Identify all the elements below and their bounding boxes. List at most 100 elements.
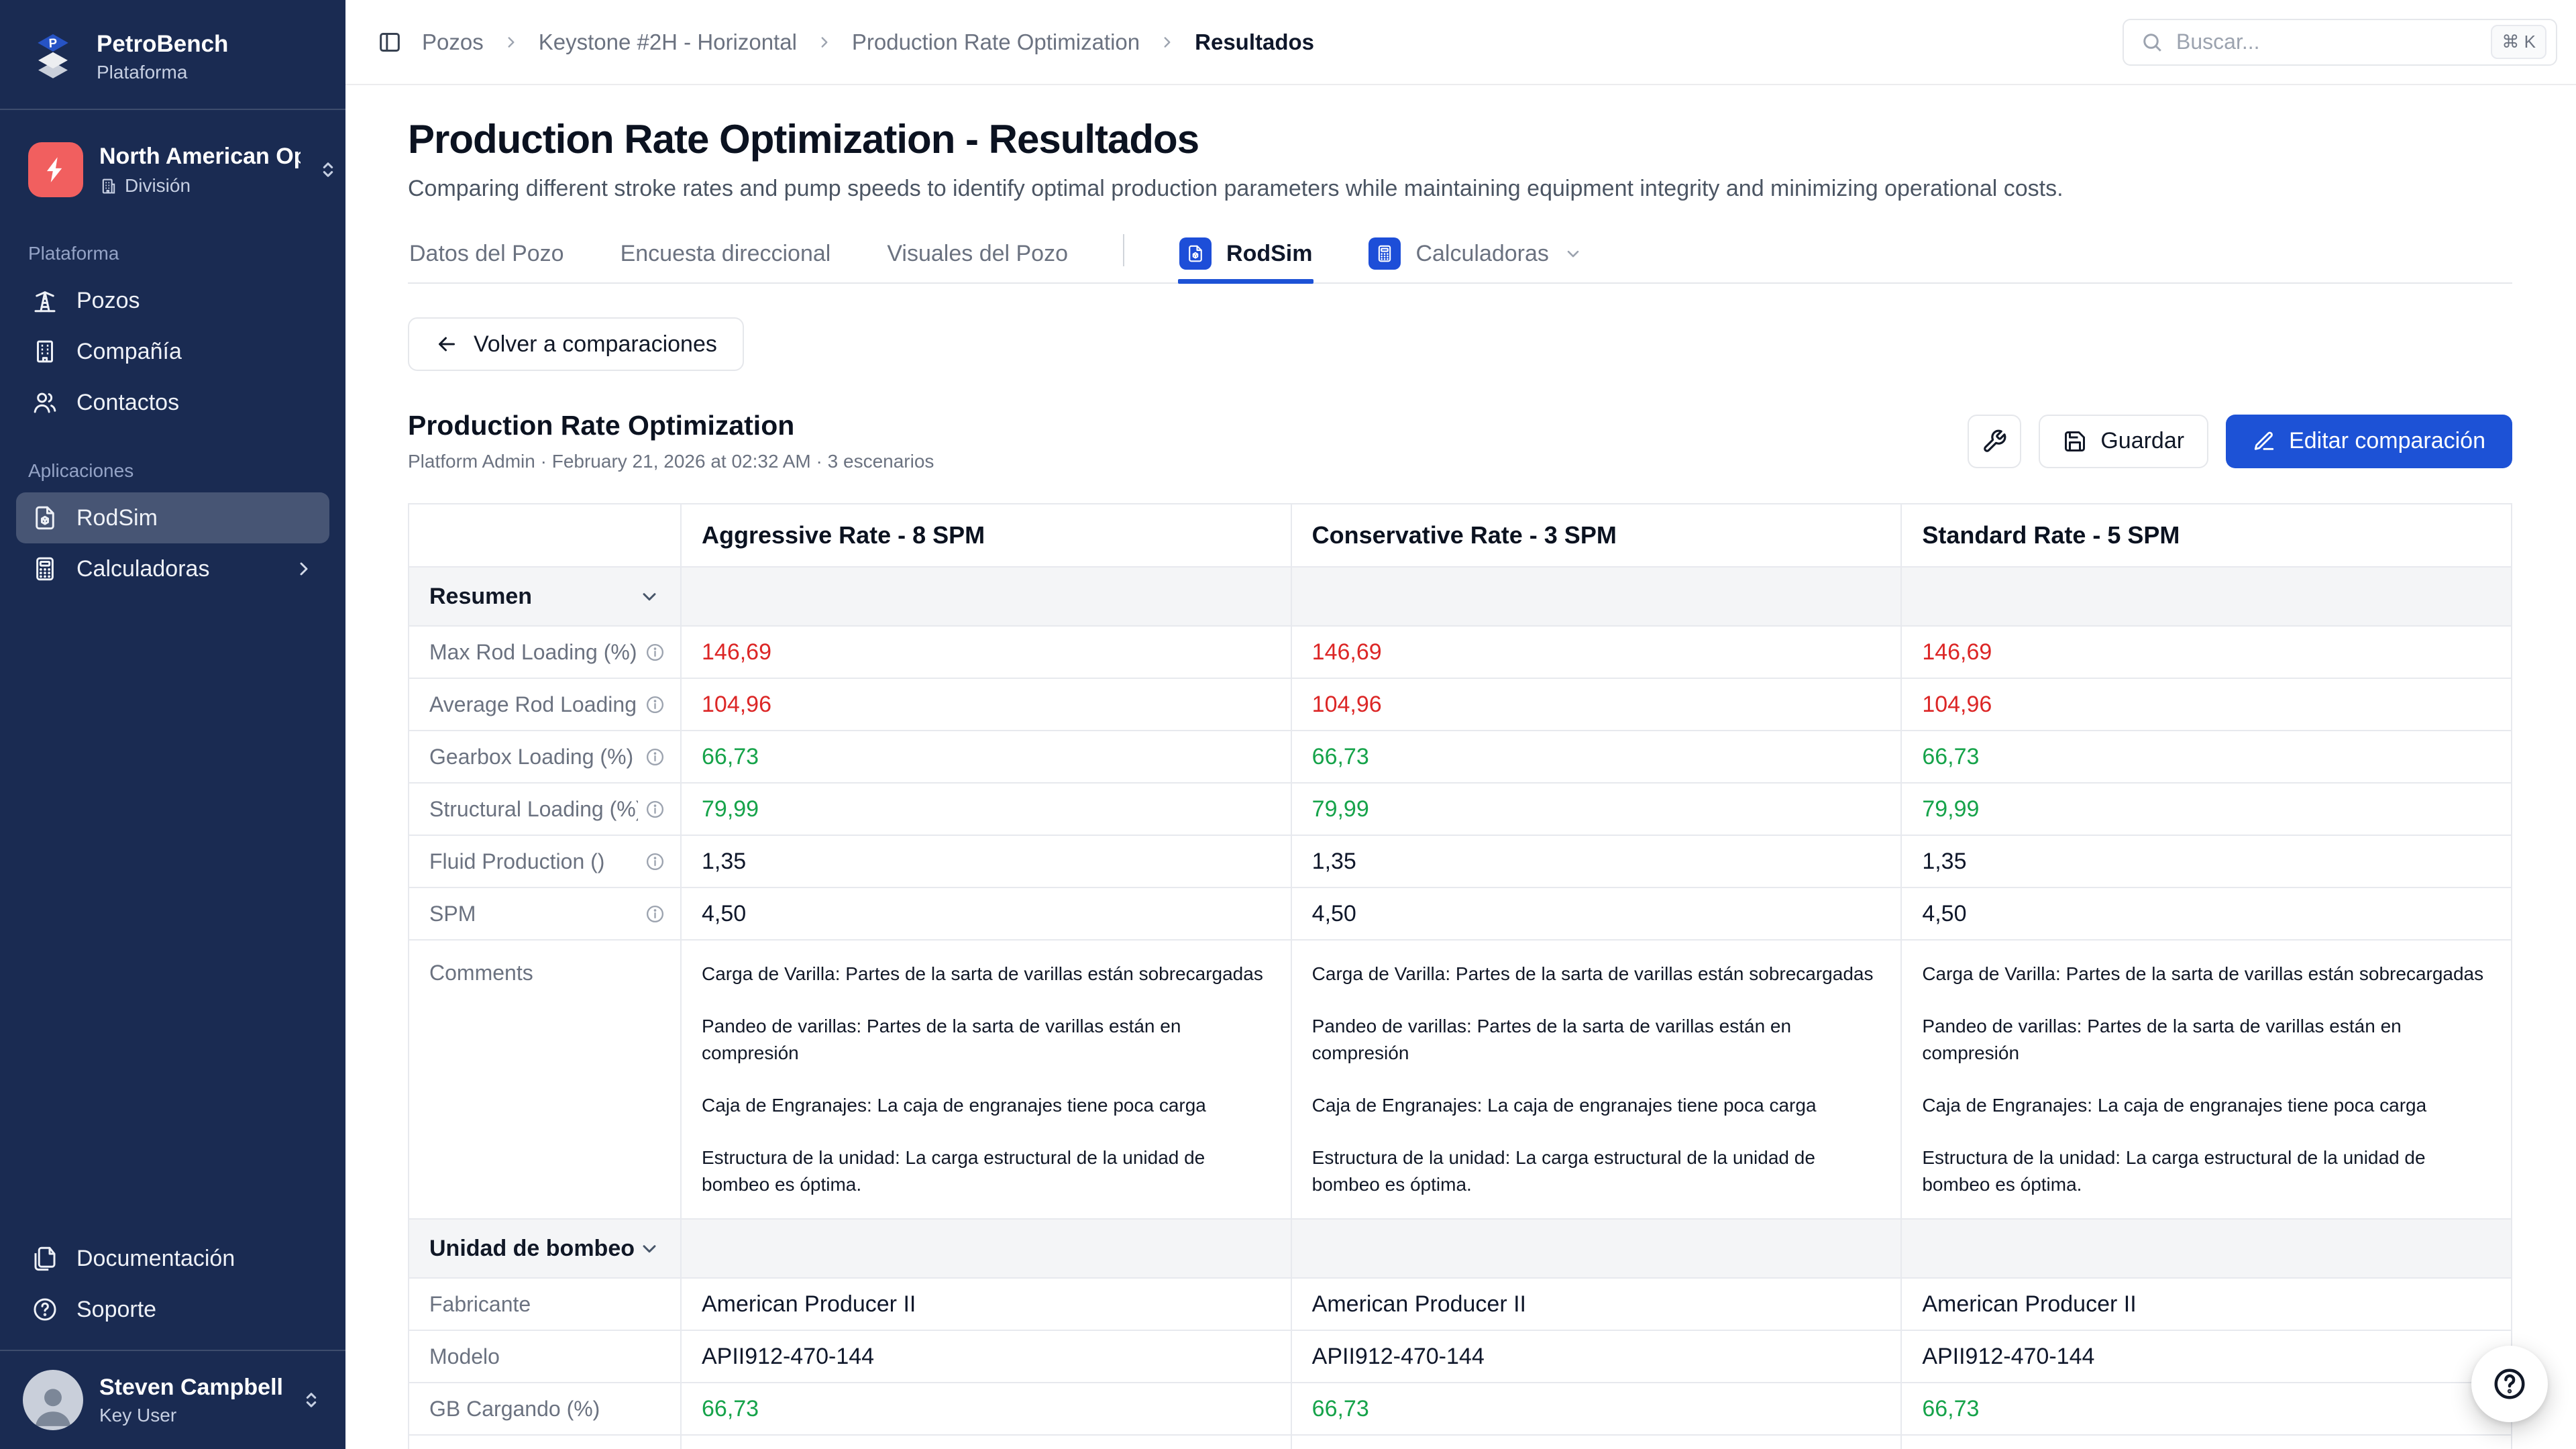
org-bolt-icon [28,142,83,197]
user-menu[interactable]: Steven Campbell Key User [0,1351,345,1449]
tab-rodsim[interactable]: RodSim [1178,225,1314,284]
chevron-down-icon [639,1238,660,1259]
sidebar-section-label: Plataforma [28,243,119,264]
value-cell: American Producer II [1290,1277,1902,1331]
sidebar-item-contactos[interactable]: Contactos [16,377,329,428]
info-icon[interactable] [645,799,665,820]
table-header-row: Aggressive Rate - 8 SPM Conservative Rate… [408,503,2512,568]
sidebar-item-pozos[interactable]: Pozos [16,275,329,326]
table-row: Fabricante American Producer II American P… [408,1277,2512,1331]
metric-label-cell: Structural Loading (%) [408,782,682,836]
sidebar-item-rodsim[interactable]: RodSim [16,492,329,543]
value-cell: 1,35 [1900,835,2512,888]
value-cell: 66,73 [680,730,1292,784]
value-cell: 66,73 [1290,730,1902,784]
metric-label-cell: Max Rod Loading (%) [408,625,682,679]
user-name: Steven Campbell [99,1374,283,1400]
value-cell: 104,96 [1290,678,1902,731]
breadcrumb-item[interactable]: Keystone #2H - Horizontal [538,29,797,54]
value-cell: 146,69 [680,625,1292,679]
help-icon [2494,1368,2525,1399]
svg-text:P: P [48,36,58,50]
info-icon[interactable] [645,694,665,715]
info-icon[interactable] [645,851,665,872]
section-spacer-cell [680,1218,1292,1279]
table-row: Fluid Production () 1,35 1,35 1,35 [408,835,2512,888]
sidebar-item-documentaci-n[interactable]: Documentación [16,1233,329,1284]
comparison-table: Aggressive Rate - 8 SPM Conservative Rate… [408,503,2512,1449]
info-icon[interactable] [645,747,665,767]
search-shortcut-badge: ⌘ K [2491,25,2546,59]
value-cell: American Producer II [1900,1277,2512,1331]
sidebar-item-compa-a[interactable]: Compañía [16,326,329,377]
breadcrumb-item[interactable]: Production Rate Optimization [851,29,1140,54]
rodsim-icon [31,504,59,532]
info-icon[interactable] [645,642,665,663]
wrench-icon [1984,429,2006,452]
breadcrumb-item[interactable]: Pozos [422,29,484,54]
sidebar-item-soporte[interactable]: Soporte [16,1284,329,1335]
corner-cell [408,503,682,568]
tab-bar: Datos del Pozo Encuesta direccional Visual… [408,225,2512,284]
table-row: GB Cargando (%) 66,73 66,73 66,73 [408,1382,2512,1436]
tab-calculadoras[interactable]: Calculadoras [1367,225,1583,282]
section-row: Resumen [408,566,2512,627]
value-cell: APII912-470-144 [680,1330,1292,1383]
sidebar-footer: Documentación Soporte Steven Campbell Key… [0,1233,345,1449]
tab-visuales-del-pozo[interactable]: Visuales del Pozo [885,225,1069,282]
table-row: Gearbox Loading (%) 66,73 66,73 66,73 [408,730,2512,784]
org-selector[interactable]: North American Operations División [16,133,333,207]
section-header-cell[interactable]: Unidad de bombeo [408,1218,682,1279]
table-row: SPM 4,50 4,50 4,50 [408,887,2512,941]
avatar [23,1370,83,1430]
brand-name: PetroBench [97,31,229,57]
chevron-right-icon [816,34,833,51]
chevron-right-icon [293,558,315,580]
content: Production Rate Optimization - Resultado… [345,85,2576,1449]
value-cell: 79,99 [1900,1434,2512,1449]
back-to-comparisons-button[interactable]: Volver a comparaciones [408,317,744,371]
search-input[interactable]: ⌘ K [2123,18,2557,66]
edit-comparison-button[interactable]: Editar comparación [2226,414,2512,468]
section-row: Unidad de bombeo [408,1218,2512,1279]
tab-datos-del-pozo[interactable]: Datos del Pozo [408,225,566,282]
pencil-icon [2254,431,2274,450]
save-button[interactable]: Guardar [2039,414,2209,468]
tools-button[interactable] [1968,414,2022,468]
org-type: División [125,174,191,196]
chevron-down-icon [1564,244,1582,263]
main-area: Pozos Keystone #2H - Horizontal Production… [345,0,2576,1449]
value-cell: 4,50 [680,887,1292,941]
search-icon [2143,33,2161,52]
value-cell: 79,99 [680,782,1292,836]
info-icon[interactable] [645,904,665,924]
value-cell: 1,35 [1290,835,1902,888]
scenario-column-header: Conservative Rate - 3 SPM [1290,503,1902,568]
table-row: Modelo APII912-470-144 APII912-470-144 APII… [408,1330,2512,1383]
breadcrumb: Pozos Keystone #2H - Horizontal Production… [376,29,1314,56]
value-cell: 104,96 [1900,678,2512,731]
sidebar-footer-divider [0,1350,345,1351]
docs-icon [31,1244,59,1273]
scenario-column-header: Standard Rate - 5 SPM [1900,503,2512,568]
comments-cell: Carga de Varilla: Partes de la sarta de … [1900,939,2512,1220]
help-floating-button[interactable] [2471,1346,2548,1422]
section-header-cell[interactable]: Resumen [408,566,682,627]
value-cell: APII912-470-144 [1900,1330,2512,1383]
table-row: Max Rod Loading (%) 146,69 146,69 146,69 [408,625,2512,679]
sidebar-toggle-icon[interactable] [376,29,403,56]
table-row: Structural Loading (%) 79,99 79,99 79,99 [408,782,2512,836]
metric-label-cell: Carga estructural (%) [408,1434,682,1449]
section-spacer-cell [1290,1218,1902,1279]
breadcrumb-item: Resultados [1195,29,1315,54]
value-cell: APII912-470-144 [1290,1330,1902,1383]
value-cell: 4,50 [1900,887,2512,941]
value-cell: 66,73 [1900,730,2512,784]
pumpjack-icon [31,286,59,315]
value-cell: 79,99 [680,1434,1292,1449]
search-field[interactable] [2176,30,2479,54]
tab-encuesta-direccional[interactable]: Encuesta direccional [619,225,833,282]
sidebar-item-calculadoras[interactable]: Calculadoras [16,543,329,594]
calculator-icon [31,555,59,583]
